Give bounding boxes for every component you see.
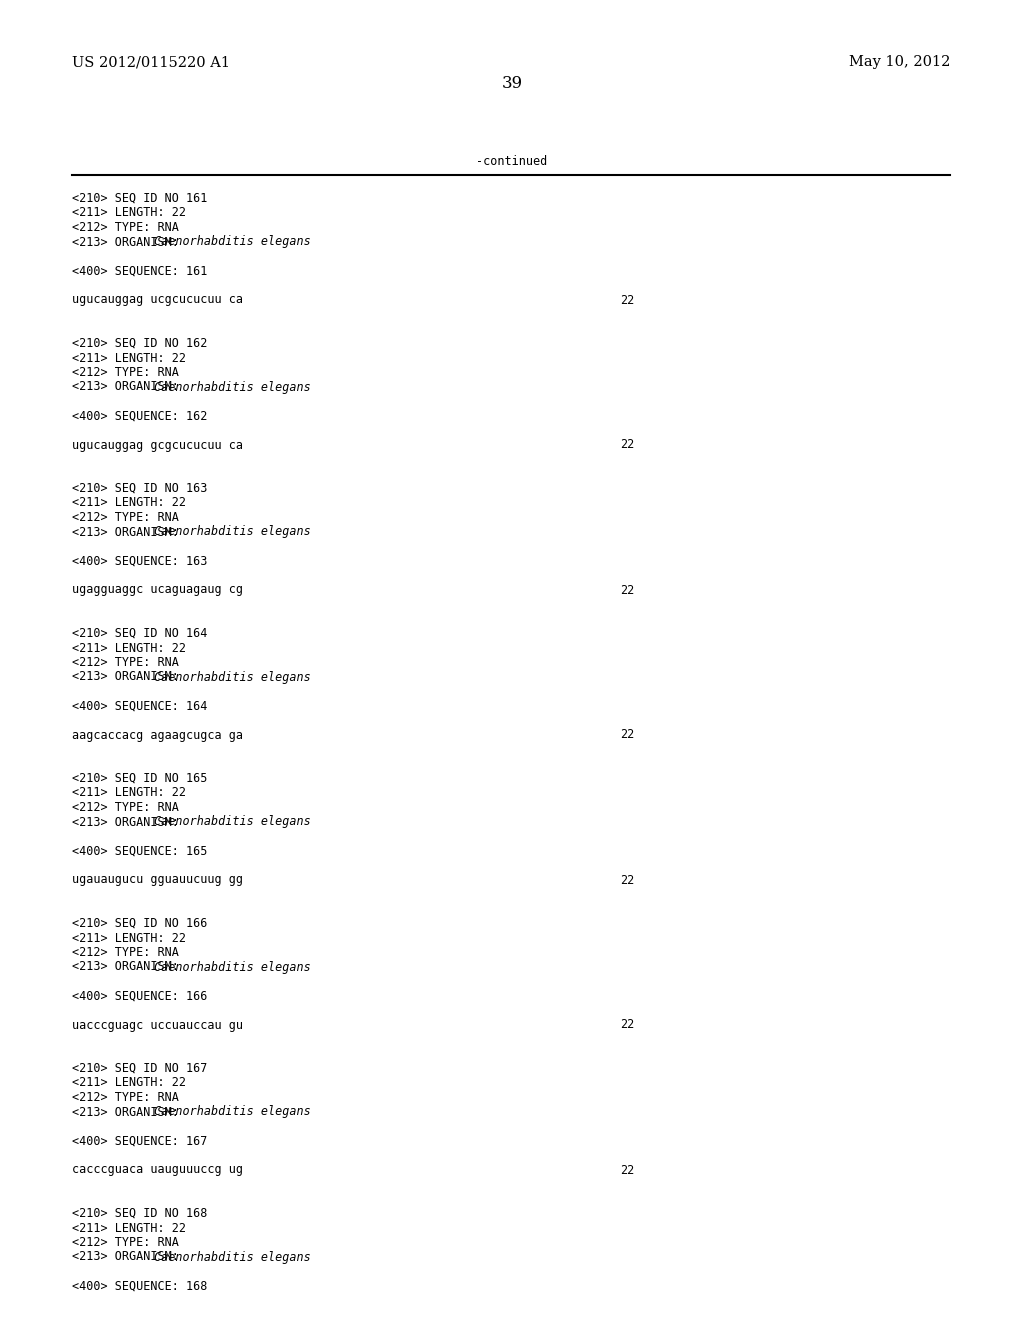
Text: <211> LENGTH: 22: <211> LENGTH: 22	[72, 787, 186, 800]
Text: <211> LENGTH: 22: <211> LENGTH: 22	[72, 642, 186, 655]
Text: <213> ORGANISM:: <213> ORGANISM:	[72, 671, 186, 684]
Text: <400> SEQUENCE: 166: <400> SEQUENCE: 166	[72, 990, 208, 1002]
Text: ugucauggag gcgcucucuu ca: ugucauggag gcgcucucuu ca	[72, 438, 243, 451]
Text: Caenorhabditis elegans: Caenorhabditis elegans	[154, 380, 310, 393]
Text: <211> LENGTH: 22: <211> LENGTH: 22	[72, 351, 186, 364]
Text: 22: 22	[620, 438, 634, 451]
Text: uacccguagc uccuauccau gu: uacccguagc uccuauccau gu	[72, 1019, 243, 1031]
Text: 39: 39	[502, 75, 522, 92]
Text: <212> TYPE: RNA: <212> TYPE: RNA	[72, 366, 179, 379]
Text: <400> SEQUENCE: 164: <400> SEQUENCE: 164	[72, 700, 208, 713]
Text: <210> SEQ ID NO 165: <210> SEQ ID NO 165	[72, 772, 208, 785]
Text: <400> SEQUENCE: 167: <400> SEQUENCE: 167	[72, 1134, 208, 1147]
Text: Caenorhabditis elegans: Caenorhabditis elegans	[154, 961, 310, 974]
Text: <400> SEQUENCE: 163: <400> SEQUENCE: 163	[72, 554, 208, 568]
Text: 22: 22	[620, 874, 634, 887]
Text: 22: 22	[620, 293, 634, 306]
Text: Caenorhabditis elegans: Caenorhabditis elegans	[154, 525, 310, 539]
Text: <212> TYPE: RNA: <212> TYPE: RNA	[72, 1092, 179, 1104]
Text: <213> ORGANISM:: <213> ORGANISM:	[72, 1250, 186, 1263]
Text: <211> LENGTH: 22: <211> LENGTH: 22	[72, 1221, 186, 1234]
Text: -continued: -continued	[476, 154, 548, 168]
Text: ugauaugucu gguauucuug gg: ugauaugucu gguauucuug gg	[72, 874, 243, 887]
Text: <212> TYPE: RNA: <212> TYPE: RNA	[72, 220, 179, 234]
Text: <210> SEQ ID NO 161: <210> SEQ ID NO 161	[72, 191, 208, 205]
Text: 22: 22	[620, 583, 634, 597]
Text: <213> ORGANISM:: <213> ORGANISM:	[72, 525, 186, 539]
Text: <400> SEQUENCE: 161: <400> SEQUENCE: 161	[72, 264, 208, 277]
Text: ugucauggag ucgcucucuu ca: ugucauggag ucgcucucuu ca	[72, 293, 243, 306]
Text: Caenorhabditis elegans: Caenorhabditis elegans	[154, 671, 310, 684]
Text: <400> SEQUENCE: 165: <400> SEQUENCE: 165	[72, 845, 208, 858]
Text: <212> TYPE: RNA: <212> TYPE: RNA	[72, 1236, 179, 1249]
Text: <210> SEQ ID NO 168: <210> SEQ ID NO 168	[72, 1206, 208, 1220]
Text: <210> SEQ ID NO 163: <210> SEQ ID NO 163	[72, 482, 208, 495]
Text: <213> ORGANISM:: <213> ORGANISM:	[72, 816, 186, 829]
Text: <211> LENGTH: 22: <211> LENGTH: 22	[72, 1077, 186, 1089]
Text: Caenorhabditis elegans: Caenorhabditis elegans	[154, 816, 310, 829]
Text: <210> SEQ ID NO 162: <210> SEQ ID NO 162	[72, 337, 208, 350]
Text: ugagguaggc ucaguagaug cg: ugagguaggc ucaguagaug cg	[72, 583, 243, 597]
Text: <400> SEQUENCE: 168: <400> SEQUENCE: 168	[72, 1279, 208, 1292]
Text: Caenorhabditis elegans: Caenorhabditis elegans	[154, 1250, 310, 1263]
Text: <210> SEQ ID NO 167: <210> SEQ ID NO 167	[72, 1063, 208, 1074]
Text: 22: 22	[620, 1019, 634, 1031]
Text: <211> LENGTH: 22: <211> LENGTH: 22	[72, 496, 186, 510]
Text: cacccguaca uauguuuccg ug: cacccguaca uauguuuccg ug	[72, 1163, 243, 1176]
Text: 22: 22	[620, 729, 634, 742]
Text: <210> SEQ ID NO 166: <210> SEQ ID NO 166	[72, 917, 208, 931]
Text: <212> TYPE: RNA: <212> TYPE: RNA	[72, 946, 179, 960]
Text: <213> ORGANISM:: <213> ORGANISM:	[72, 235, 186, 248]
Text: May 10, 2012: May 10, 2012	[849, 55, 950, 69]
Text: <212> TYPE: RNA: <212> TYPE: RNA	[72, 656, 179, 669]
Text: aagcaccacg agaagcugca ga: aagcaccacg agaagcugca ga	[72, 729, 243, 742]
Text: <212> TYPE: RNA: <212> TYPE: RNA	[72, 801, 179, 814]
Text: Caenorhabditis elegans: Caenorhabditis elegans	[154, 235, 310, 248]
Text: US 2012/0115220 A1: US 2012/0115220 A1	[72, 55, 230, 69]
Text: <400> SEQUENCE: 162: <400> SEQUENCE: 162	[72, 409, 208, 422]
Text: 22: 22	[620, 1163, 634, 1176]
Text: <213> ORGANISM:: <213> ORGANISM:	[72, 380, 186, 393]
Text: <211> LENGTH: 22: <211> LENGTH: 22	[72, 932, 186, 945]
Text: Caenorhabditis elegans: Caenorhabditis elegans	[154, 1106, 310, 1118]
Text: <213> ORGANISM:: <213> ORGANISM:	[72, 1106, 186, 1118]
Text: <213> ORGANISM:: <213> ORGANISM:	[72, 961, 186, 974]
Text: <210> SEQ ID NO 164: <210> SEQ ID NO 164	[72, 627, 208, 640]
Text: <211> LENGTH: 22: <211> LENGTH: 22	[72, 206, 186, 219]
Text: <212> TYPE: RNA: <212> TYPE: RNA	[72, 511, 179, 524]
